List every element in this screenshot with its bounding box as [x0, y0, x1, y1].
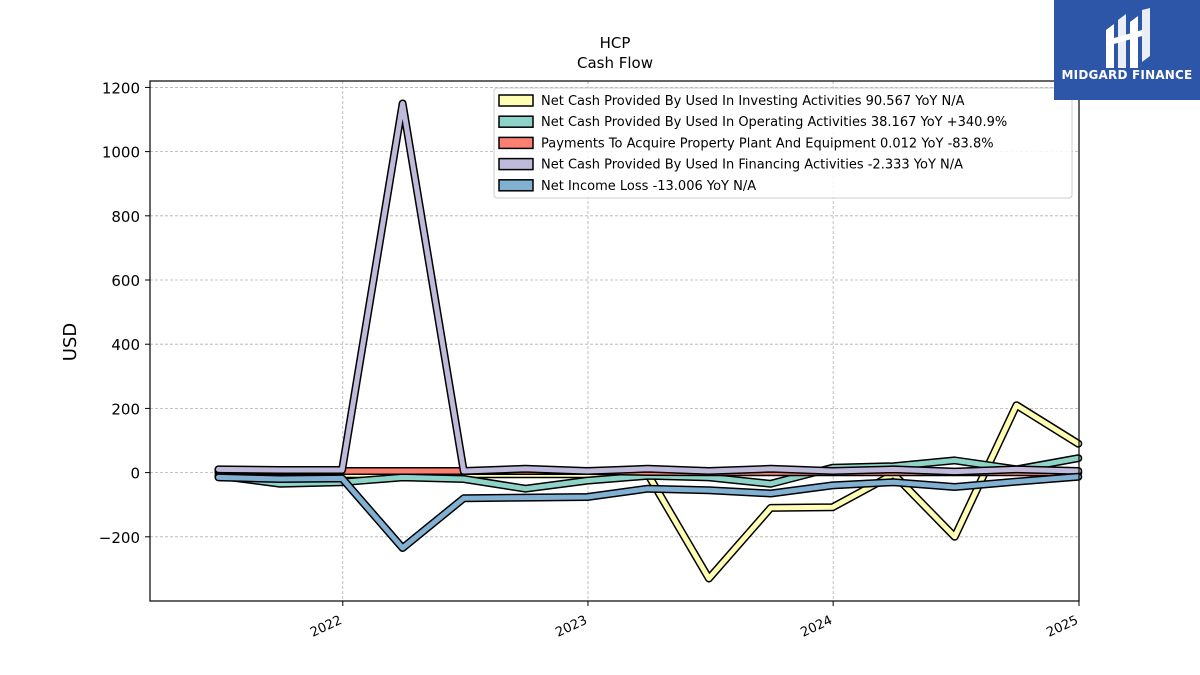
brand-logo-text: MIDGARD FINANCE — [1061, 68, 1193, 82]
y-tick-label: 1000 — [102, 144, 140, 162]
series-layer — [214, 99, 1083, 583]
brand-logo-icon — [1106, 8, 1150, 68]
legend-swatch — [498, 136, 534, 150]
series-3 — [214, 99, 1083, 476]
y-axis-label: USD — [60, 323, 81, 361]
legend-label: Net Cash Provided By Used In Financing A… — [541, 158, 963, 173]
legend-label: Payments To Acquire Property Plant And E… — [541, 136, 994, 151]
x-tick-label: 2022 — [308, 613, 344, 641]
legend-swatch — [498, 179, 534, 192]
legend-swatch — [498, 115, 534, 128]
plot-frame — [149, 80, 1080, 602]
legend: Net Cash Provided By Used In Investing A… — [493, 87, 1073, 199]
y-axis-ticks: 1200 1000 800 600 400 200 0 −200 — [99, 79, 150, 547]
legend-label: Net Income Loss -13.006 YoY N/A — [541, 179, 756, 194]
legend-box — [493, 87, 1073, 199]
x-axis-ticks: 2022 2023 2024 2025 — [308, 601, 1081, 641]
y-tick-label: 600 — [111, 272, 140, 290]
legend-swatch — [498, 157, 534, 171]
legend-label: Net Cash Provided By Used In Investing A… — [541, 94, 965, 109]
y-tick-label: 0 — [130, 465, 140, 483]
y-tick-label: 1200 — [102, 79, 140, 97]
y-tick-label: 200 — [111, 400, 140, 418]
y-tick-label: 800 — [111, 208, 140, 226]
chart-subtitle: Cash Flow — [577, 54, 653, 72]
legend-swatch — [498, 94, 534, 107]
legend-label: Net Cash Provided By Used In Operating A… — [541, 115, 1007, 130]
series-4 — [214, 472, 1083, 552]
y-tick-label: −200 — [99, 529, 140, 547]
y-tick-label: 400 — [111, 336, 140, 354]
brand-logo: MIDGARD FINANCE — [1054, 0, 1200, 100]
x-tick-label: 2023 — [553, 613, 589, 641]
series-line — [216, 474, 1081, 551]
x-tick-label: 2024 — [799, 613, 835, 641]
chart-title: HCP — [600, 34, 631, 52]
x-tick-label: 2025 — [1044, 613, 1080, 641]
